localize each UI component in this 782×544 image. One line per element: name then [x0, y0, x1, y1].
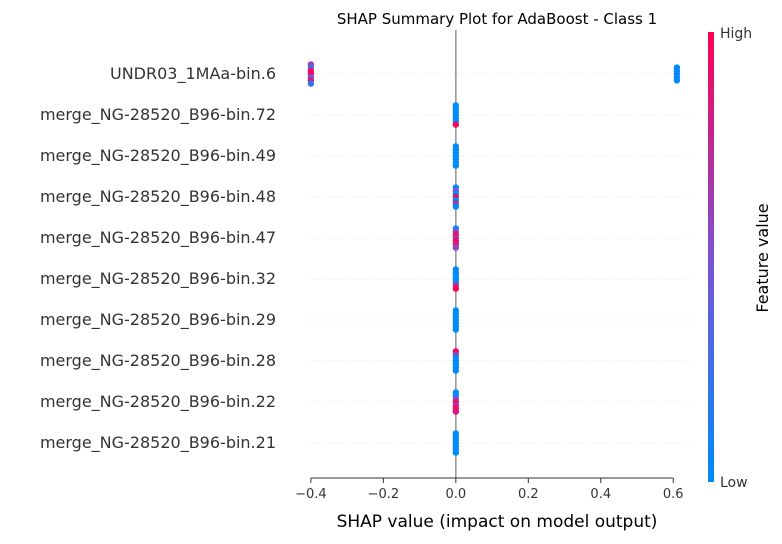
chart-title: SHAP Summary Plot for AdaBoost - Class 1 — [337, 10, 657, 28]
colorbar-high-label: High — [720, 26, 752, 42]
colorbar-low-label: Low — [720, 475, 748, 491]
x-tick-label: −0.4 — [295, 487, 327, 502]
feature-label: merge_NG-28520_B96-bin.48 — [40, 187, 276, 207]
shap-point — [452, 285, 460, 292]
x-axis-ticks: −0.4 −0.2 0.0 0.2 0.4 0.6 — [295, 478, 684, 502]
shap-point — [452, 408, 460, 415]
x-tick-label: −0.2 — [368, 487, 400, 502]
x-axis-title: SHAP value (impact on model output) — [337, 512, 658, 532]
feature-label: merge_NG-28520_B96-bin.32 — [40, 269, 276, 289]
feature-label: merge_NG-28520_B96-bin.21 — [40, 433, 276, 453]
colorbar-title: Feature value — [753, 203, 772, 312]
row-guides — [310, 73, 690, 444]
feature-label: merge_NG-28520_B96-bin.29 — [40, 310, 276, 330]
shap-point — [452, 326, 460, 333]
feature-labels: UNDR03_1MAa-bin.6 merge_NG-28520_B96-bin.… — [40, 64, 276, 453]
x-tick-label: 0.4 — [590, 487, 611, 502]
shap-point — [673, 77, 681, 84]
shap-point — [452, 449, 460, 456]
shap-point — [452, 203, 460, 210]
shap-points — [307, 61, 681, 456]
feature-label: UNDR03_1MAa-bin.6 — [110, 64, 276, 84]
shap-point — [307, 80, 315, 87]
feature-label: merge_NG-28520_B96-bin.49 — [40, 146, 276, 166]
shap-point — [452, 121, 460, 128]
feature-label: merge_NG-28520_B96-bin.72 — [40, 105, 276, 125]
shap-point — [452, 367, 460, 374]
feature-label: merge_NG-28520_B96-bin.22 — [40, 392, 276, 412]
feature-label: merge_NG-28520_B96-bin.28 — [40, 351, 276, 371]
shap-point — [452, 162, 460, 169]
feature-label: merge_NG-28520_B96-bin.47 — [40, 228, 276, 248]
x-tick-label: 0.0 — [445, 487, 466, 502]
colorbar — [708, 32, 714, 482]
x-tick-label: 0.2 — [518, 487, 539, 502]
shap-point — [452, 244, 460, 251]
x-tick-label: 0.6 — [663, 487, 684, 502]
